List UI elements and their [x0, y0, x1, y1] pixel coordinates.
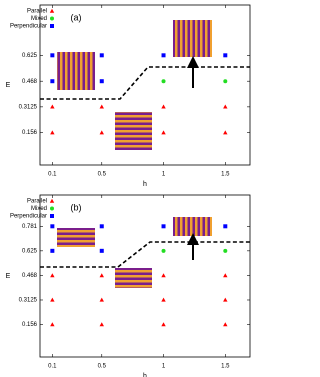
point: [50, 322, 55, 327]
x-axis-label: h: [143, 181, 147, 188]
point: [50, 273, 55, 278]
legend-symbol: [50, 16, 54, 21]
point: [50, 130, 55, 135]
inset-image: [57, 228, 95, 247]
point: [161, 53, 166, 58]
phase-boundary: [40, 241, 250, 268]
point: [50, 104, 55, 109]
point: [223, 322, 228, 327]
legend-label: Mixed: [31, 16, 47, 22]
legend-label: Mixed: [31, 206, 47, 212]
point: [223, 248, 228, 253]
y-axis-label: E: [6, 82, 11, 89]
x-tick-label: 0.1: [48, 364, 57, 370]
plot-frame: [39, 4, 251, 166]
point: [50, 79, 55, 84]
legend-label: Perpendicular: [10, 214, 47, 220]
legend-label: Perpendicular: [10, 24, 47, 30]
point: [223, 297, 228, 302]
y-tick-label: 0.468: [22, 79, 38, 85]
point: [99, 53, 104, 58]
x-tick-label: 1.5: [221, 364, 230, 370]
legend-symbol: [50, 24, 54, 28]
x-axis-label: h: [143, 373, 147, 377]
x-tick-label: 0.5: [98, 364, 107, 370]
point: [161, 79, 166, 84]
point: [223, 273, 228, 278]
figure: 0.1 0.5 1 1.5 0.156 0.3125 0.468 0.625 h E Paralle…: [6, 4, 251, 377]
y-tick-label: 0.156: [22, 322, 38, 328]
panel-label: (b): [71, 202, 82, 212]
point: [50, 224, 55, 229]
inset-image: [115, 268, 152, 288]
point: [223, 53, 228, 58]
y-tick-label: 0.781: [22, 224, 38, 230]
point: [161, 248, 166, 253]
point: [161, 297, 166, 302]
point: [223, 79, 228, 84]
point: [99, 224, 104, 229]
x-tick-label: 1: [162, 172, 166, 178]
y-tick-label: 0.156: [22, 130, 38, 136]
point: [99, 297, 104, 302]
panel-b: 0.1 0.5 1 1.5 0.156 0.3125 0.468 0.625 0.781 h E Pa…: [6, 194, 251, 377]
inset-image: [57, 52, 95, 90]
legend-symbol: [50, 214, 54, 218]
x-tick-label: 1.5: [221, 172, 230, 178]
inset-image: [115, 112, 152, 150]
point: [161, 130, 166, 135]
point: [161, 104, 166, 109]
panel-a: 0.1 0.5 1 1.5 0.156 0.3125 0.468 0.625 h E Paralle…: [6, 4, 251, 188]
point: [99, 79, 104, 84]
point: [99, 248, 104, 253]
point: [99, 273, 104, 278]
phase-boundary: [40, 66, 250, 100]
point: [223, 130, 228, 135]
y-axis-label: E: [6, 273, 11, 280]
panel-label: (a): [71, 12, 82, 22]
point: [161, 273, 166, 278]
y-tick-label: 0.3125: [19, 104, 38, 110]
legend-label: Parallel: [27, 9, 47, 15]
point: [223, 104, 228, 109]
point: [161, 224, 166, 229]
y-tick-label: 0.3125: [19, 298, 38, 304]
inset-image: [173, 20, 212, 57]
point: [161, 322, 166, 327]
point: [99, 104, 104, 109]
legend-label: Parallel: [27, 199, 47, 205]
point: [50, 53, 55, 58]
point: [99, 322, 104, 327]
legend-symbol: [50, 206, 54, 211]
plot-frame: [39, 194, 251, 358]
point: [99, 130, 104, 135]
x-tick-label: 1: [162, 364, 166, 370]
y-tick-label: 0.625: [22, 53, 38, 59]
y-tick-label: 0.468: [22, 273, 38, 279]
point: [223, 224, 228, 229]
x-tick-label: 0.5: [98, 172, 107, 178]
legend-symbol: [49, 8, 55, 13]
point: [50, 248, 55, 253]
y-tick-label: 0.625: [22, 248, 38, 254]
inset-image: [173, 217, 212, 236]
point: [50, 297, 55, 302]
legend-symbol: [49, 198, 55, 203]
x-tick-label: 0.1: [48, 172, 57, 178]
